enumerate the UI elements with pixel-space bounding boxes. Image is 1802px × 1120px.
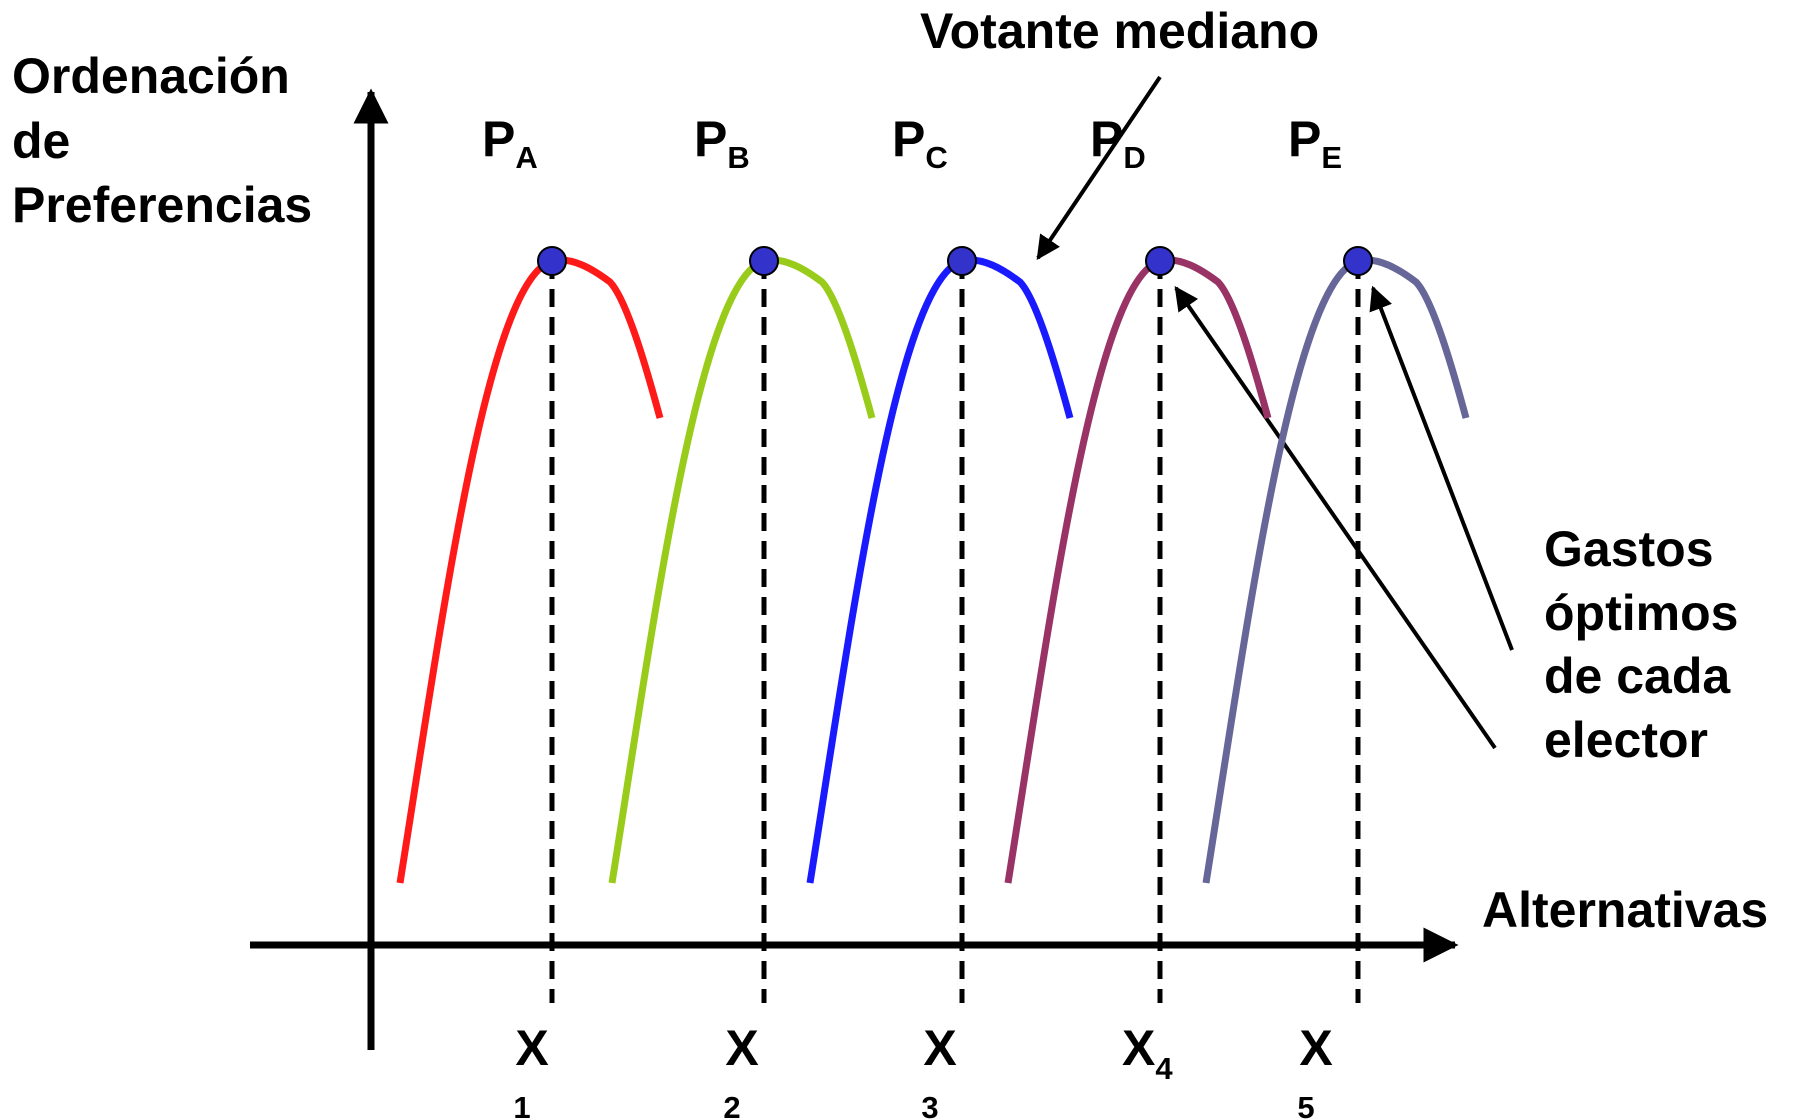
preference-curve-b [608,256,876,884]
y-axis-label-line: Preferencias [12,177,312,233]
voter-letter: P [482,111,515,167]
voter-letter: P [694,111,727,167]
voter-label-d: PD [1090,111,1146,175]
optimal-spending-line: Gastos [1544,521,1714,577]
voter-subscript: A [515,140,537,175]
alternative-label-1: X [515,1020,548,1076]
alternative-subscript-1: 1 [513,1090,530,1120]
preference-curve-e [1202,256,1470,884]
voter-label-b: PB [694,111,750,175]
voter-subscript: E [1321,140,1342,175]
optimal-spending-line: óptimos [1544,585,1738,641]
y-axis-label: Ordenación de Preferencias [12,48,312,233]
y-axis-label-line: de [12,113,70,169]
optimum-guides [549,261,1361,1003]
voter-letter: P [1288,111,1321,167]
optimal-spending-line: de cada [1544,648,1731,704]
x-axis-label: Alternativas [1482,882,1768,938]
optimal-spending-label: Gastos óptimos de cada elector [1544,521,1752,768]
peak-markers [537,246,1373,276]
alternative-subscript-5: 5 [1297,1090,1314,1120]
alternative-subscript-3: 3 [921,1090,938,1120]
alternative-label-3: X [923,1020,956,1076]
peak-marker-d [1145,246,1175,276]
voter-subscript: B [727,140,749,175]
voter-letter: P [892,111,925,167]
alternative-letter: X [1122,1020,1155,1076]
peak-marker-e [1343,246,1373,276]
alternative-subscript-2: 2 [723,1090,740,1120]
preference-curve-a [396,256,664,884]
optimal-arrow-e [1369,285,1514,651]
voter-letter: P [1090,111,1123,167]
voter-label-c: PC [892,111,948,175]
voter-subscript: C [925,140,947,175]
peak-marker-c [947,246,977,276]
median-voter-arrow [1036,75,1162,260]
peak-marker-a [537,246,567,276]
median-voter-label: Votante mediano [920,3,1319,59]
alternative-subscript: 4 [1155,1051,1173,1086]
alternative-label-5: X [1299,1020,1332,1076]
voter-label-a: PA [482,111,538,175]
peak-marker-b [749,246,779,276]
y-axis-label-line: Ordenación [12,48,290,104]
preference-curve-c [806,256,1074,884]
alternative-label-2: X [725,1020,758,1076]
alternative-label-4: X4 [1122,1020,1173,1086]
voter-labels: PA PB PC PD PE [482,111,1342,175]
optimal-spending-line: elector [1544,712,1708,768]
preference-curves [396,256,1470,884]
voter-label-e: PE [1288,111,1342,175]
preference-curve-d [1004,256,1272,884]
voter-subscript: D [1123,140,1145,175]
optimal-arrow-d [1174,286,1497,750]
